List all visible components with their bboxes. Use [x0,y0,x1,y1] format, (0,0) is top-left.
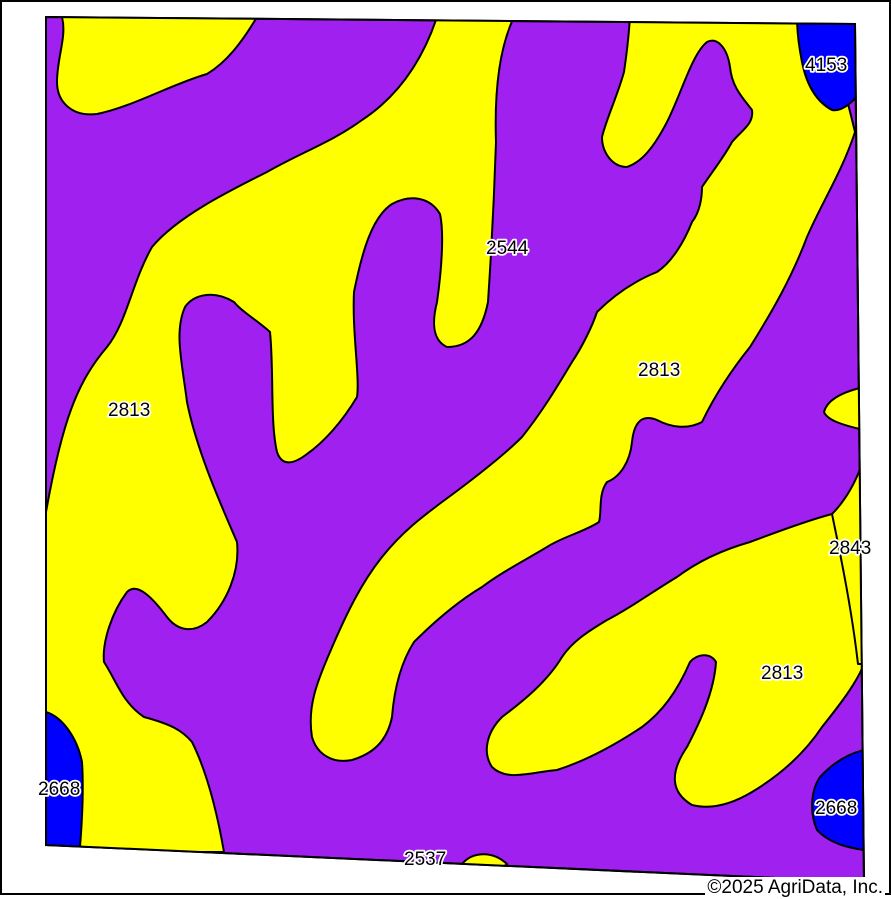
soil-unit-yellow-2813-left[interactable] [46,17,515,853]
soil-unit-yellow-top-left[interactable] [56,17,258,116]
copyright-text: ©2025 AgriData, Inc. [705,877,885,899]
label-2537: 2537 [404,849,446,870]
label-2668-right: 2668 [815,798,857,819]
label-2668-left: 2668 [38,779,80,800]
soil-unit-blue-2668-left[interactable] [46,711,84,848]
soil-unit-yellow-right-sliver[interactable] [823,386,864,431]
label-2544: 2544 [486,238,529,259]
label-4153: 4153 [805,55,847,76]
label-2813-lower-right: 2813 [761,663,803,684]
soil-unit-yellow-2813-lower-right[interactable] [485,513,864,808]
label-2813-left: 2813 [108,400,150,421]
soil-unit-yellow-2813-center[interactable] [309,17,856,762]
label-2843: 2843 [829,538,871,559]
label-2813-center: 2813 [638,360,680,381]
soil-unit-blue-2668-right[interactable] [811,749,864,851]
soil-unit-yellow-2843[interactable] [831,456,864,665]
